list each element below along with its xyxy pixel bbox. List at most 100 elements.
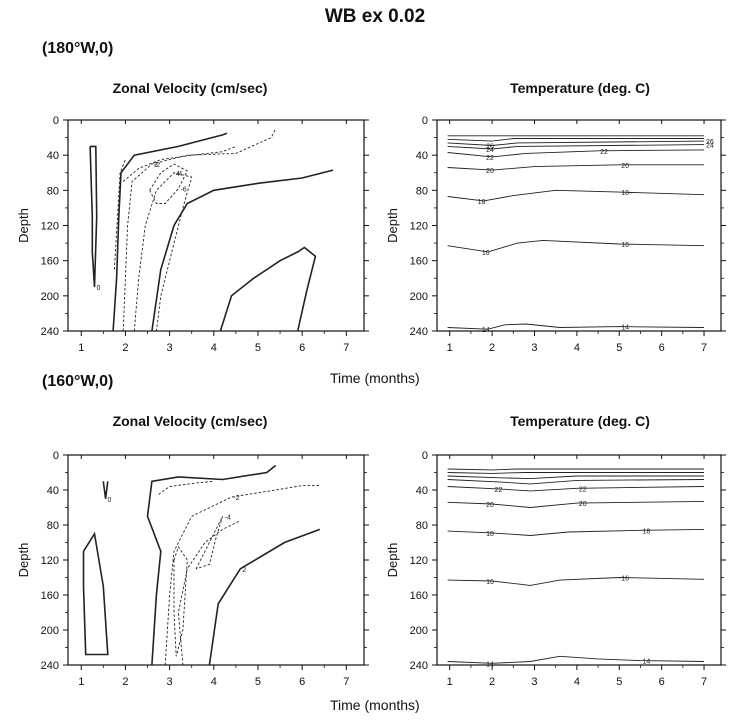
contour-label-left-temp-180w: 16 [482,250,490,257]
contour-line-temp-160w [447,479,705,485]
contour-line-vel-180w [122,145,237,182]
contour-line-temp-180w [447,164,704,171]
y-tick-label-vel-180w: 240 [41,326,59,338]
y-tick-label-vel-180w: 40 [47,150,59,162]
contour-label-left-temp-180w: 24 [486,147,494,154]
contour-label-temp-160w: 16 [621,576,629,583]
y-tick-label-temp-160w: 120 [410,555,428,567]
y-axis-title-vel-160w: Depth [16,543,31,578]
x-tick-label-temp-160w: 2 [489,676,495,688]
x-tick-label-temp-160w: 6 [659,676,665,688]
x-tick-label-vel-160w: 3 [167,676,173,688]
x-axis-title-bottom: Time (months) [330,697,420,713]
y-tick-label-vel-180w: 120 [41,221,59,233]
contour-label-left-temp-180w: 26 [486,143,494,150]
y-tick-label-temp-180w: 40 [416,150,428,162]
contour-label-temp-180w: 26 [706,139,714,146]
panel-title-velocity-160w: Zonal Velocity (cm/sec) [112,413,268,429]
contour-line-temp-160w [447,577,705,586]
y-tick-label-vel-180w: 0 [53,115,59,127]
contour-line-temp-180w [447,189,705,202]
plot-frame-vel-180w [67,119,365,332]
plot-frame-vel-160w [67,454,365,666]
y-tick-label-vel-160w: 120 [41,555,59,567]
contour-label-temp-160w: 18 [642,528,650,535]
contour-label-left-temp-180w: 22 [486,155,494,162]
contour-line-temp-180w [447,138,704,142]
contour-label-left-temp-160w: 20 [486,502,494,509]
x-tick-label-temp-180w: 2 [489,342,495,354]
contour-label-vel-180w: 4 [176,171,180,178]
contour-line-vel-160w [173,545,188,657]
contour-label-temp-160w: 22 [579,486,587,493]
x-tick-label-vel-160w: 1 [78,676,84,688]
y-tick-label-temp-180w: 240 [410,326,428,338]
contour-line-vel-160w [146,464,277,666]
contour-label-left-temp-160w: 22 [495,487,503,494]
contour-label-temp-180w: 14 [621,325,629,332]
contour-line-temp-180w [447,239,705,253]
contour-line-vel-180w [89,145,98,288]
contour-label-left-temp-180w: 14 [482,327,490,334]
contour-line-temp-180w [447,140,705,146]
contour-label-left-temp-160w: 18 [486,531,494,538]
chart-main-title: WB ex 0.02 [324,6,426,27]
x-tick-label-temp-180w: 1 [447,342,453,354]
x-tick-label-temp-160w: 1 [447,676,453,688]
contour-line-vel-160w [164,485,320,666]
contour-label-left-temp-160w: 16 [486,579,494,586]
contour-line-vel-160w [158,480,214,495]
contour-label-vel-160w: -4 [225,514,231,521]
contour-line-vel-160w [102,481,109,499]
contour-line-vel-180w [122,128,277,332]
panel-title-temperature-180w: Temperature (deg. C) [510,80,650,96]
contour-line-vel-180w [151,169,334,332]
y-tick-label-vel-180w: 160 [41,256,59,268]
location-label-160w: (160°W,0) [42,373,114,390]
panel-temp-180w: 1 2 3 4 5 6 704080120160200240Depth26242220181… [385,115,726,354]
contour-label-temp-180w: 20 [621,163,629,170]
y-tick-label-temp-180w: 200 [410,291,428,303]
contour-label-left-temp-180w: 20 [486,168,494,175]
contour-label-temp-160w: 14 [642,659,650,666]
y-tick-label-temp-160w: 240 [410,660,428,672]
x-tick-label-temp-180w: 4 [574,342,580,354]
contour-line-temp-180w [447,149,705,158]
y-tick-label-vel-160w: 80 [47,520,59,532]
y-tick-label-temp-180w: 80 [416,185,428,197]
contour-line-vel-160w [177,520,241,666]
contour-line-vel-160w [82,531,109,656]
y-tick-label-temp-160w: 0 [422,450,428,462]
contour-line-vel-180w [219,246,317,332]
panel-title-velocity-180w: Zonal Velocity (cm/sec) [112,80,268,96]
y-tick-label-temp-180w: 120 [410,221,428,233]
x-tick-label-temp-160w: 4 [574,676,580,688]
contour-line-vel-180w [112,132,228,332]
x-tick-label-temp-180w: 7 [701,342,707,354]
contour-label-vel-160w: 2 [242,567,246,574]
x-tick-label-vel-160w: 2 [122,676,128,688]
contour-label-vel-160w: 0 [108,497,112,504]
y-tick-label-vel-160w: 240 [41,660,59,672]
y-tick-label-temp-160w: 80 [416,520,428,532]
contour-line-temp-160w [447,475,704,480]
contour-label-temp-180w: 24 [706,143,714,150]
y-axis-title-vel-180w: Depth [16,208,31,243]
y-tick-label-temp-160w: 160 [410,590,428,602]
panel-vel-180w: 1 2 3 4 5 6 7 0 40 80 120 160 200 240 Depth 0 -2 -4 -6 2 4 [16,115,369,354]
x-tick-label-temp-160w: 3 [531,676,537,688]
contour-label-temp-180w: 16 [621,242,629,249]
contour-line-temp-180w [447,144,705,150]
x-tick-label-vel-160w: 5 [255,676,261,688]
contour-label-left-temp-160w: 14 [486,661,494,668]
contour-line-temp-160w [447,655,705,664]
x-tick-label-vel-180w: 2 [122,342,128,354]
y-tick-label-vel-160w: 0 [53,450,59,462]
y-tick-label-vel-180w: 200 [41,291,59,303]
y-axis-title-temp-160w: Depth [385,543,400,578]
contour-label-temp-160w: 20 [579,501,587,508]
contour-line-temp-160w [447,472,704,474]
x-tick-label-temp-180w: 6 [659,342,665,354]
y-tick-label-vel-160w: 200 [41,625,59,637]
contour-label-vel-180w: -6 [180,187,186,194]
